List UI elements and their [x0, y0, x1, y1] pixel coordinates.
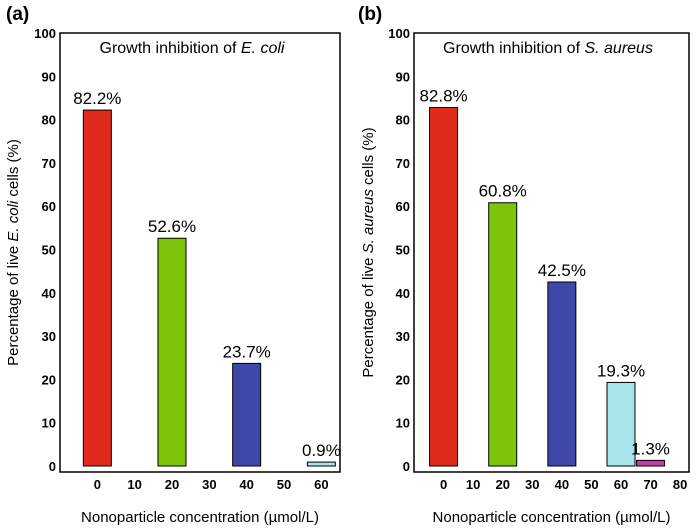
- bar: [429, 106, 459, 467]
- y-tick-label: 10: [396, 416, 410, 431]
- x-axis-label: Nonoparticle concentration (µmol/L): [81, 509, 319, 526]
- data-label: 82.8%: [419, 86, 467, 105]
- data-label: 60.8%: [479, 182, 527, 201]
- y-tick-label: 20: [396, 372, 410, 387]
- data-label: 52.6%: [148, 217, 196, 236]
- x-tick-label: 80: [673, 477, 687, 492]
- bar: [488, 202, 518, 467]
- bar: [547, 281, 577, 467]
- bar: [232, 362, 262, 467]
- y-tick-label: 90: [42, 69, 56, 84]
- x-tick-label: 10: [127, 477, 141, 492]
- y-axis-label: Percentage of live E. coli cells (%): [5, 139, 22, 366]
- x-tick-label: 40: [555, 477, 569, 492]
- y-tick-label: 90: [396, 69, 410, 84]
- x-tick-label: 20: [165, 477, 179, 492]
- x-tick-label: 30: [202, 477, 216, 492]
- y-tick-label: 30: [42, 329, 56, 344]
- y-tick-label: 0: [49, 459, 56, 474]
- y-tick-label: 100: [388, 26, 410, 41]
- data-label: 1.3%: [631, 439, 670, 458]
- chart-title: Growth inhibition of E. coli: [100, 40, 285, 57]
- y-tick-label: 30: [396, 329, 410, 344]
- x-axis-label: Nonoparticle concentration (µmol/L): [433, 509, 671, 526]
- data-label: 23.7%: [223, 342, 271, 361]
- plot-frame: [59, 32, 341, 473]
- y-tick-label: 40: [396, 286, 410, 301]
- x-tick-label: 70: [643, 477, 657, 492]
- y-tick-label: 70: [42, 156, 56, 171]
- y-tick-label: 60: [42, 199, 56, 214]
- bar: [636, 459, 666, 467]
- x-tick-label: 50: [277, 477, 291, 492]
- y-tick-label: 80: [42, 113, 56, 128]
- x-tick-label: 0: [440, 477, 447, 492]
- bar: [157, 237, 187, 467]
- x-tick-label: 40: [239, 477, 253, 492]
- y-tick-label: 20: [42, 372, 56, 387]
- x-tick-label: 60: [614, 477, 628, 492]
- panel-letter: (a): [6, 4, 29, 25]
- x-tick-label: 10: [466, 477, 480, 492]
- panel-letter: (b): [358, 4, 382, 25]
- panel-b: (b) Growth inhibition of S. aureus 0 10 20 30…: [358, 4, 690, 526]
- x-tick-label: 0: [94, 477, 101, 492]
- data-label: 42.5%: [538, 261, 586, 280]
- y-axis-label: Percentage of live S. aureus cells (%): [360, 127, 377, 377]
- bar: [306, 461, 336, 467]
- y-tick-label: 0: [403, 459, 410, 474]
- data-label: 19.3%: [597, 361, 645, 380]
- x-tick-label: 30: [525, 477, 539, 492]
- x-tick-label: 50: [584, 477, 598, 492]
- y-tick-label: 10: [42, 416, 56, 431]
- x-tick-label: 20: [495, 477, 509, 492]
- y-tick-label: 60: [396, 199, 410, 214]
- y-tick-label: 50: [42, 243, 56, 258]
- bar: [82, 109, 112, 467]
- y-tick-label: 70: [396, 156, 410, 171]
- plot-frame: [413, 32, 690, 473]
- y-tick-label: 100: [34, 26, 56, 41]
- y-tick-label: 40: [42, 286, 56, 301]
- data-label: 82.2%: [73, 89, 121, 108]
- data-label: 0.9%: [302, 441, 341, 460]
- y-tick-label: 80: [396, 113, 410, 128]
- bar: [606, 381, 636, 467]
- x-tick-label: 60: [314, 477, 328, 492]
- panel-a: (a) Growth inhibition of E. coli 0 10 20 30 40…: [5, 4, 341, 526]
- y-tick-label: 50: [396, 243, 410, 258]
- chart-title: Growth inhibition of S. aureus: [443, 40, 653, 57]
